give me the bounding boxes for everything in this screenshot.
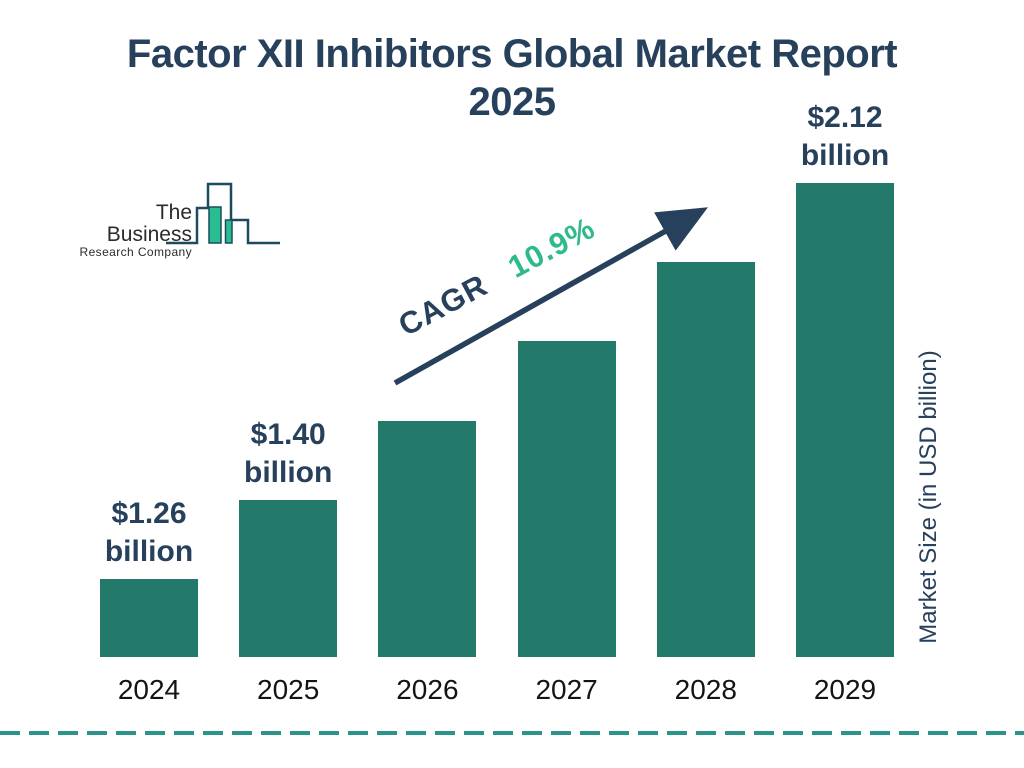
page-title: Factor XII Inhibitors Global Market Repo… [0, 30, 1024, 126]
bar-value-label-2024: $1.26 billion [49, 495, 249, 571]
value-unit: billion [244, 455, 333, 489]
title-line-1: Factor XII Inhibitors Global Market Repo… [126, 32, 898, 76]
x-axis-label-2027: 2027 [535, 674, 598, 705]
x-axis-label-2028: 2028 [674, 674, 737, 705]
bar-2027 [517, 341, 616, 657]
value-amount: $1.40 [250, 417, 326, 451]
value-amount: $1.26 [111, 497, 187, 530]
bar-2029 [796, 183, 894, 657]
growth-arrow-icon [393, 207, 708, 386]
logo-bar-chart-icon [166, 182, 280, 245]
logo-name-line-1: The Business [106, 201, 192, 246]
bar-value-label-2025: $1.40 billion [188, 416, 388, 492]
value-amount: $2.12 [807, 101, 883, 134]
logo-text: The Business Research Company [70, 202, 192, 259]
bottom-dashed-divider [0, 731, 1024, 735]
bar-2024 [100, 579, 198, 657]
bar-2025 [239, 499, 338, 657]
company-logo: The Business Research Company [70, 178, 285, 259]
value-unit: billion [104, 535, 194, 568]
y-axis-label: Market Size (in USD billion) [915, 350, 942, 644]
value-unit: billion [800, 139, 890, 172]
x-axis-label-2029: 2029 [813, 674, 877, 705]
x-axis-label-2024: 2024 [117, 674, 181, 705]
bar-value-label-2029: $2.12 billion [745, 99, 945, 175]
logo-name-line-2: Research Company [79, 245, 192, 259]
bar-2028 [656, 262, 755, 657]
bar-2026 [378, 420, 477, 657]
x-axis-label-2025: 2025 [257, 674, 320, 705]
title-line-2: 2025 [468, 80, 556, 124]
x-axis-label-2026: 2026 [396, 674, 459, 705]
